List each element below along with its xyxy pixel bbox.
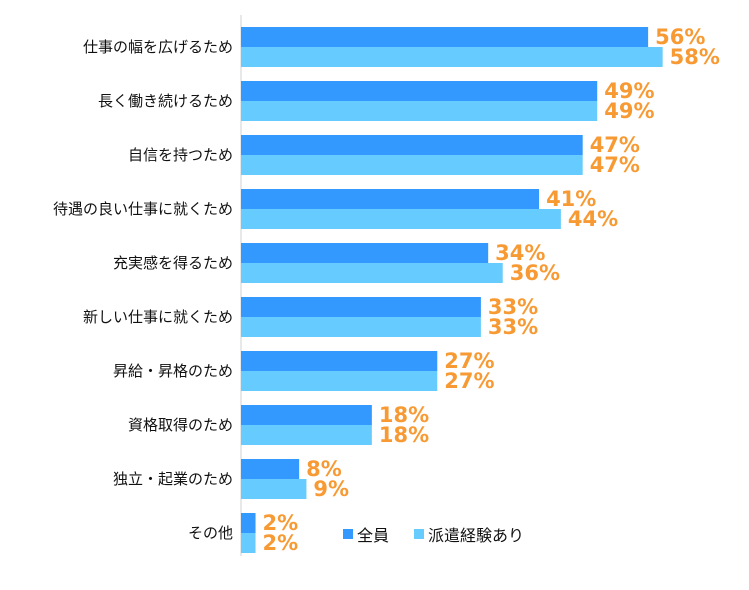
data-label: 47% bbox=[590, 133, 640, 157]
bar-dispatch bbox=[241, 263, 503, 283]
data-label: 56% bbox=[655, 25, 705, 49]
data-label: 18% bbox=[379, 403, 429, 427]
data-label: 27% bbox=[444, 369, 494, 393]
bar-all bbox=[241, 189, 540, 209]
data-label: 18% bbox=[379, 423, 429, 447]
bar-dispatch bbox=[241, 533, 256, 553]
category-label: 待遇の良い仕事に就くため bbox=[53, 200, 233, 218]
bar-all bbox=[241, 27, 649, 47]
bar-all bbox=[241, 459, 300, 479]
bar-dispatch bbox=[241, 47, 663, 67]
bar-all bbox=[241, 513, 256, 533]
category-label: その他 bbox=[188, 524, 233, 542]
data-label: 2% bbox=[263, 531, 299, 555]
data-label: 33% bbox=[488, 295, 538, 319]
data-label: 58% bbox=[670, 45, 720, 69]
bar-dispatch bbox=[241, 155, 583, 175]
data-label: 8% bbox=[306, 457, 342, 481]
category-label: 自信を持つため bbox=[128, 146, 233, 164]
legend-label: 全員 bbox=[357, 526, 389, 545]
data-label: 41% bbox=[546, 187, 596, 211]
legend-swatch bbox=[414, 529, 424, 539]
category-label: 充実感を得るため bbox=[113, 254, 233, 272]
category-label: 長く働き続けるため bbox=[98, 92, 233, 110]
bar-dispatch bbox=[241, 371, 438, 391]
legend-label: 派遣経験あり bbox=[428, 526, 524, 545]
category-label: 昇給・昇格のため bbox=[113, 362, 233, 380]
legend-swatch bbox=[343, 529, 353, 539]
data-label: 49% bbox=[604, 79, 654, 103]
category-label: 仕事の幅を広げるため bbox=[83, 38, 233, 56]
bar-dispatch bbox=[241, 479, 307, 499]
category-label: 独立・起業のため bbox=[113, 470, 233, 488]
bar-dispatch bbox=[241, 425, 372, 445]
data-label: 47% bbox=[590, 153, 640, 177]
bar-dispatch bbox=[241, 209, 561, 229]
legend: 全員 派遣経験あり bbox=[343, 526, 524, 545]
data-label: 33% bbox=[488, 315, 538, 339]
data-label: 49% bbox=[604, 99, 654, 123]
data-label: 27% bbox=[444, 349, 494, 373]
bar-all bbox=[241, 243, 489, 263]
category-label: 資格取得のため bbox=[128, 416, 233, 434]
data-label: 2% bbox=[263, 511, 299, 535]
bar-dispatch bbox=[241, 317, 481, 337]
data-label: 36% bbox=[510, 261, 560, 285]
data-label: 9% bbox=[313, 477, 349, 501]
bar-all bbox=[241, 351, 438, 371]
bar-dispatch bbox=[241, 101, 598, 121]
bar-all bbox=[241, 297, 481, 317]
bar-all bbox=[241, 405, 372, 425]
category-label: 新しい仕事に就くため bbox=[83, 308, 233, 326]
bar-all bbox=[241, 135, 583, 155]
data-label: 44% bbox=[568, 207, 618, 231]
data-label: 34% bbox=[495, 241, 545, 265]
bar-all bbox=[241, 81, 598, 101]
